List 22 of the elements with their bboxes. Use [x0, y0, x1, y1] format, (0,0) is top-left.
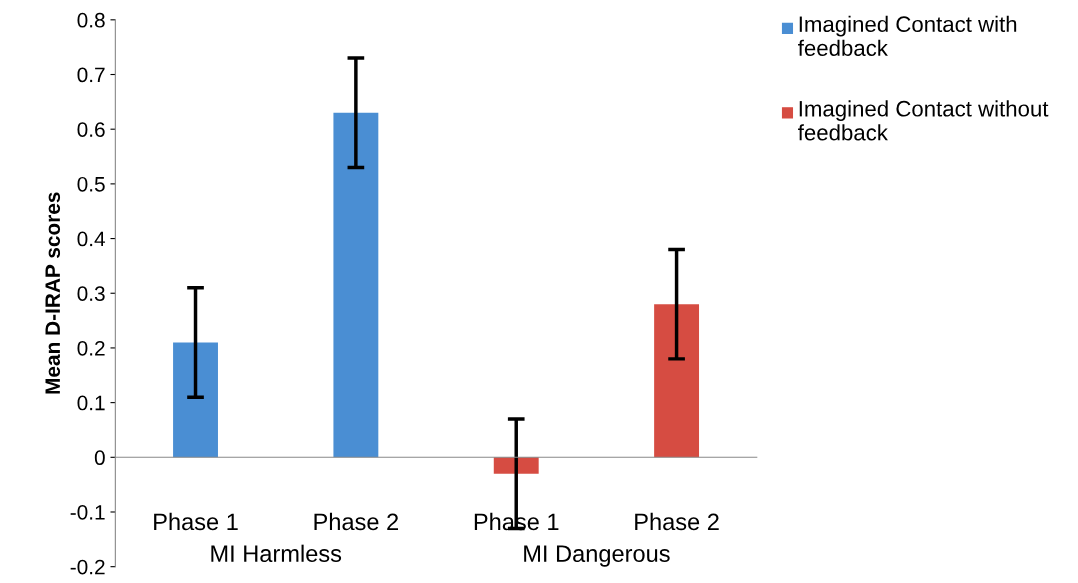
x-tick-label: Phase 2 [314, 512, 399, 531]
y-tick-label: 0.3 [77, 286, 105, 301]
y-axis-title: Mean D-IRAP scores [45, 192, 61, 394]
bar [654, 304, 700, 458]
y-tick-label: 0.7 [77, 67, 105, 83]
bar [173, 342, 218, 458]
y-tick-label: 0 [94, 450, 105, 466]
y-tick-label: 0.8 [77, 12, 105, 28]
legend-label: Imagined Contact with feedback [798, 15, 1017, 56]
y-tick-label: 0.2 [77, 340, 105, 356]
y-tick-label: 0.1 [77, 395, 105, 411]
y-tick-label: -0.2 [70, 559, 105, 575]
x-tick-label: Phase 2 [635, 512, 719, 531]
y-tick-label: 0.5 [77, 176, 105, 192]
y-tick-label: -0.1 [70, 504, 105, 520]
y-tick-label: 0.6 [77, 122, 105, 137]
legend-label: Imagined Contact without feedback [798, 100, 1049, 141]
x-tick-label: Phase 1 [154, 512, 238, 531]
annotation: MI Dangerous [524, 545, 670, 567]
y-tick-label: 0.4 [77, 231, 106, 247]
annotation: MI Harmless [211, 544, 342, 563]
bar [333, 112, 379, 458]
